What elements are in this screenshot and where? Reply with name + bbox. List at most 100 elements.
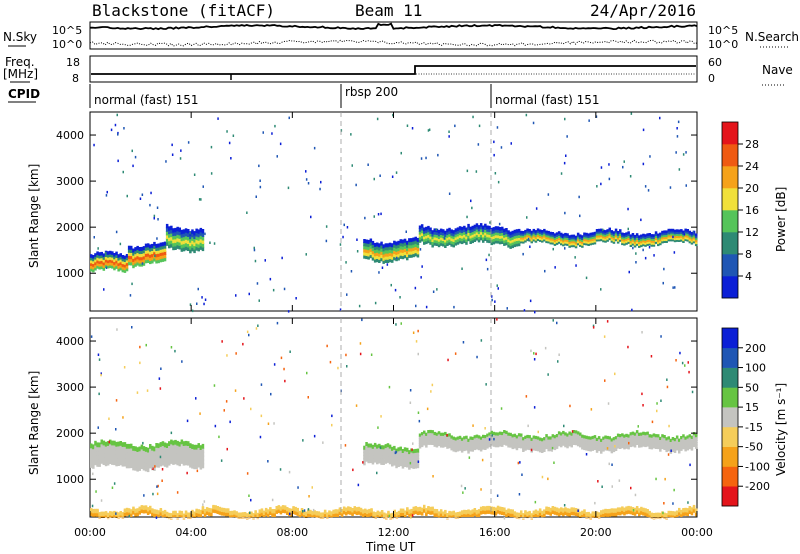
data-cell [536, 514, 540, 517]
data-cell [115, 514, 118, 517]
data-cell [412, 510, 415, 513]
data-cell [652, 513, 656, 516]
scatter-point [100, 373, 102, 377]
data-cell [176, 513, 179, 516]
data-cell [524, 435, 527, 439]
data-cell [627, 241, 630, 244]
data-cell [522, 441, 525, 445]
data-cell [509, 513, 512, 516]
data-cell [619, 441, 622, 445]
scatter-point [675, 359, 677, 362]
freq-label: Freq. [5, 55, 35, 69]
y-tick-label: 2000 [56, 221, 84, 234]
data-cell [479, 507, 483, 510]
data-cell [138, 458, 141, 463]
data-cell [294, 510, 297, 513]
data-cell [593, 511, 597, 514]
data-cell [572, 430, 576, 434]
data-cell [300, 512, 304, 515]
data-cell [566, 239, 569, 242]
scatter-point [374, 301, 377, 305]
data-cell [161, 254, 165, 259]
data-cell [433, 231, 436, 235]
data-cell [229, 512, 232, 515]
data-cell [473, 442, 477, 446]
data-cell [522, 517, 525, 519]
data-cell [347, 508, 350, 511]
data-cell [507, 444, 510, 448]
data-cell [526, 446, 529, 450]
scatter-point [331, 414, 333, 418]
data-cell [376, 255, 379, 259]
data-cell [471, 436, 474, 440]
data-cell [541, 237, 544, 241]
data-cell [300, 511, 304, 514]
data-cell [401, 514, 405, 517]
data-cell [682, 439, 685, 443]
data-cell [589, 436, 592, 440]
scatter-point [585, 276, 588, 280]
scatter-point [308, 495, 310, 498]
data-cell [463, 438, 466, 442]
data-cell [104, 264, 108, 268]
data-cell [604, 513, 607, 516]
data-cell [555, 513, 559, 516]
scatter-point [228, 141, 231, 145]
data-cell [606, 237, 609, 240]
data-cell [444, 514, 447, 517]
data-cell [138, 508, 141, 511]
data-cell [684, 510, 687, 513]
velocity-colorbar-title: Velocity [m s⁻¹] [774, 383, 788, 476]
data-cell [184, 510, 188, 513]
data-cell [581, 511, 584, 514]
scatter-point [641, 392, 643, 396]
data-cell [688, 436, 692, 440]
data-cell [509, 444, 512, 448]
data-cell [100, 257, 103, 261]
data-cell [642, 508, 645, 511]
data-cell [106, 518, 110, 520]
scatter-point [97, 353, 100, 356]
data-cell [364, 513, 367, 516]
scatter-point [388, 385, 391, 389]
data-cell [547, 240, 550, 244]
scatter-point [359, 342, 362, 345]
data-cell [146, 455, 150, 461]
colorbar-swatch [722, 232, 738, 255]
scatter-point [642, 248, 644, 252]
data-cell [522, 231, 525, 234]
data-cell [501, 511, 504, 514]
data-cell [619, 434, 622, 438]
data-cell [543, 511, 546, 514]
data-cell [505, 435, 508, 439]
data-cell [526, 444, 529, 448]
scatter-point [156, 237, 158, 240]
data-cell [427, 511, 430, 514]
data-cell [576, 443, 580, 447]
data-cell [619, 509, 622, 512]
data-cell [446, 231, 449, 236]
scatter-point [306, 371, 308, 375]
data-cell [484, 509, 487, 512]
data-cell [193, 515, 196, 517]
data-cell [363, 245, 366, 250]
data-cell [176, 226, 179, 232]
data-cell [475, 514, 479, 517]
data-cell [189, 238, 192, 243]
data-cell [420, 508, 424, 511]
data-cell [393, 513, 396, 516]
data-cell [423, 507, 426, 510]
data-cell [115, 461, 118, 467]
data-cell [600, 512, 603, 515]
data-cell [437, 243, 441, 248]
data-cell [149, 509, 152, 512]
data-cell [585, 447, 588, 451]
data-cell [538, 513, 542, 516]
velocity-y-axis-label: Slant Range [km] [27, 371, 41, 475]
data-cell [604, 511, 607, 514]
data-cell [602, 509, 605, 512]
data-cell [159, 512, 163, 515]
data-cell [406, 253, 409, 258]
data-cell [386, 255, 390, 260]
data-cell [572, 434, 576, 438]
